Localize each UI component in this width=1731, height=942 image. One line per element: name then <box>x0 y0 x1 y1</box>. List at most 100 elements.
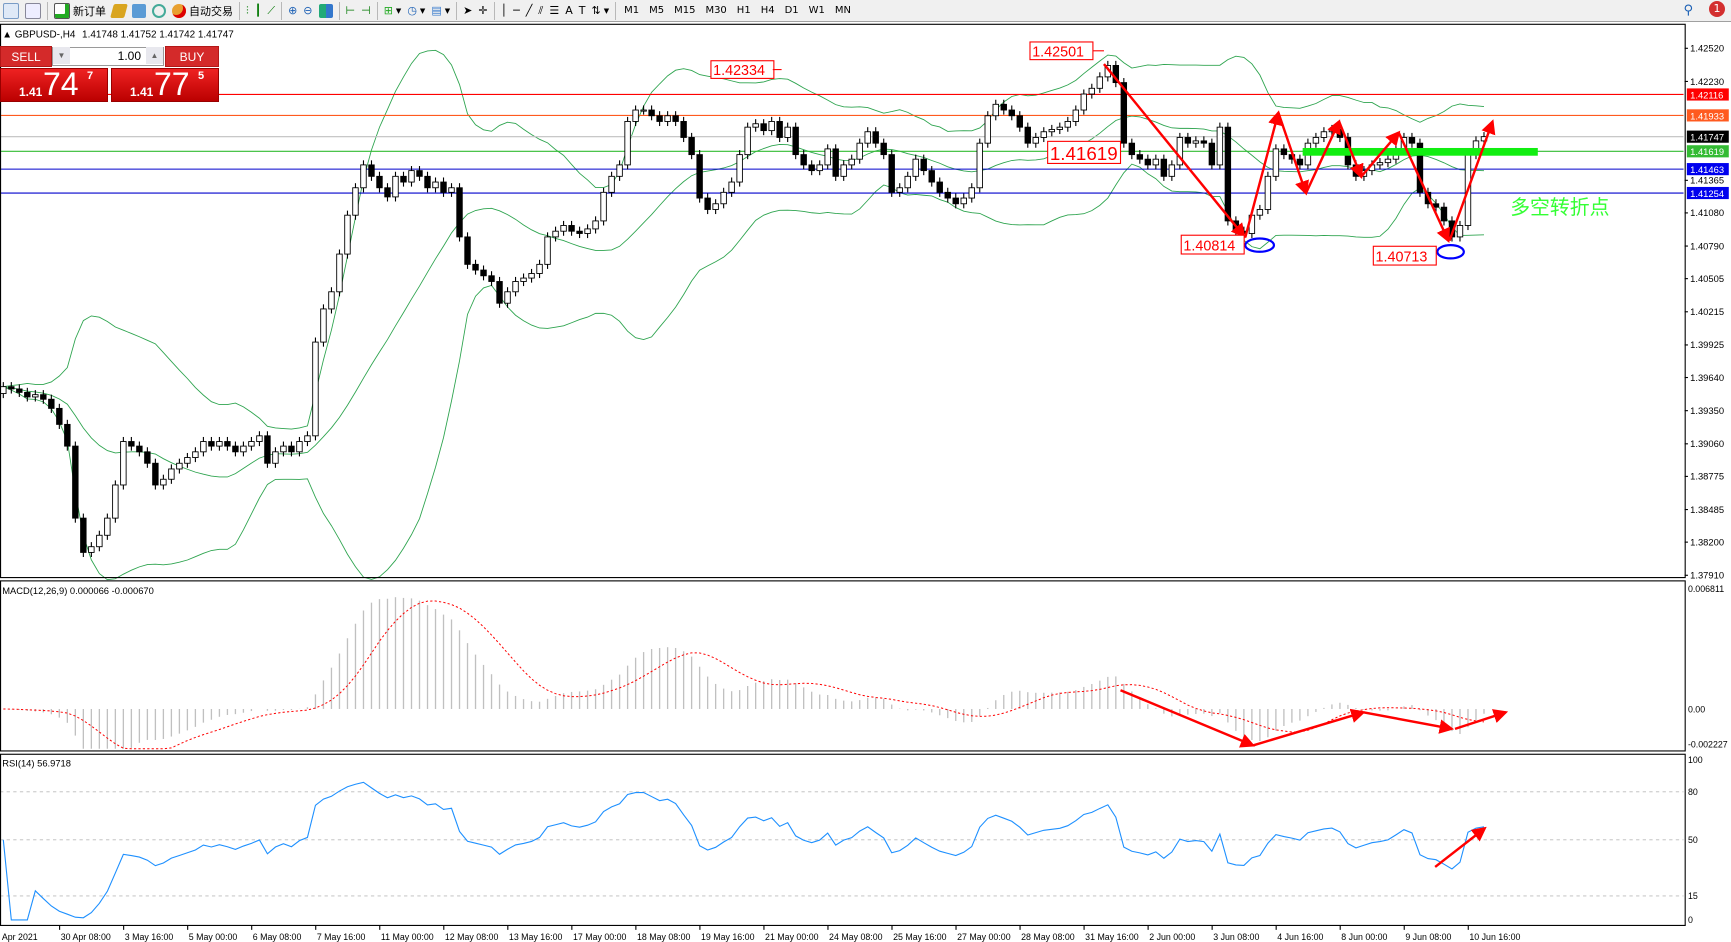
zoom-in-icon: ⊕ <box>288 4 298 17</box>
bear-candle-body <box>1016 115 1023 128</box>
bull-candle-body <box>248 441 255 447</box>
bull-candle-body <box>992 103 999 117</box>
zoom-in-button[interactable]: ⊕ <box>285 1 300 21</box>
lot-increase-icon[interactable]: ▲ <box>146 47 163 64</box>
horizontal-line-button[interactable]: ─ <box>510 1 523 21</box>
lot-decrease-icon[interactable]: ▼ <box>53 47 70 64</box>
trend-arrow <box>1304 119 1341 194</box>
candle <box>584 224 591 239</box>
fibonacci-button[interactable]: ☰ <box>546 1 562 21</box>
data-window-button[interactable] <box>22 1 44 21</box>
bull-candle-body <box>840 164 847 177</box>
time-label: 11 May 00:00 <box>381 932 434 942</box>
bull-candle-body <box>360 164 367 189</box>
timeframe-h4[interactable]: H4 <box>760 5 775 16</box>
indicators-button[interactable]: ⊞ ▼ <box>381 1 405 21</box>
annotations[interactable]: 1.42501 1.42334 1.41619 1.40814 1.40713 多空转折点 <box>710 41 1610 868</box>
text-label-button[interactable]: T <box>576 1 589 21</box>
rsi-tick-label: 80 <box>1688 787 1698 797</box>
bear-candle-body <box>1144 158 1152 166</box>
candle <box>8 382 15 394</box>
sell-button[interactable]: SELL <box>0 46 52 67</box>
trendline-button[interactable]: ╱ <box>523 1 536 21</box>
bull-candle-body <box>1256 209 1264 216</box>
zoom-out-button[interactable]: ⊖ <box>300 1 315 21</box>
crosshair-button[interactable]: ✛ <box>475 1 490 21</box>
chart-header: ▲ GBPUSD-,H4 1.41748 1.41752 1.41742 1.41… <box>2 30 234 41</box>
chart-shift-button[interactable]: ⊣ <box>358 1 374 21</box>
bear-candle-body <box>1280 148 1288 156</box>
timeframe-m1[interactable]: M1 <box>624 5 640 16</box>
macd-title: MACD(12,26,9) 0.000066 -0.000670 <box>2 586 154 596</box>
timeframe-d1[interactable]: D1 <box>784 5 799 16</box>
notification-badge[interactable]: 1 <box>1709 1 1725 17</box>
buy-button[interactable]: BUY <box>165 46 219 67</box>
trend-arrow <box>1337 121 1364 179</box>
vertical-line-button[interactable]: │ <box>498 1 511 21</box>
metaeditor-button[interactable] <box>109 1 129 21</box>
candle <box>704 193 711 215</box>
candle <box>16 384 23 397</box>
bear-candle-body <box>1296 158 1304 166</box>
candle <box>648 105 655 121</box>
candle <box>632 105 639 127</box>
bear-candle-body <box>472 263 479 271</box>
channel-button[interactable]: ⫽ <box>535 1 546 21</box>
time-label: 6 May 08:00 <box>253 932 302 942</box>
candle <box>768 116 775 136</box>
new-order-icon <box>54 2 70 19</box>
lot-size-input[interactable]: 1.00 <box>52 47 164 66</box>
navigator-button[interactable] <box>129 1 149 21</box>
candle <box>944 187 951 203</box>
cursor-button[interactable]: ➤ <box>460 1 475 21</box>
bear-candle-body <box>760 123 767 132</box>
candle <box>1016 111 1023 132</box>
bar-chart-button[interactable]: ⫶ <box>243 1 252 21</box>
candle <box>288 441 295 457</box>
bull-candle-body <box>168 468 175 480</box>
autoscroll-button[interactable]: ⊢ <box>343 1 359 21</box>
dropdown-icon: ▼ <box>444 6 451 15</box>
bull-candle-body <box>1312 137 1320 144</box>
templates-button[interactable]: ▤ ▼ <box>428 1 453 21</box>
candle <box>1200 136 1208 148</box>
signals-button[interactable] <box>149 1 169 21</box>
periods-button[interactable]: ◷ ▼ <box>404 1 428 21</box>
text-button[interactable]: A <box>562 1 576 21</box>
time-label: 3 May 16:00 <box>125 932 174 942</box>
candlestick-button[interactable]: ┃ <box>252 1 265 21</box>
candle <box>528 268 535 283</box>
line-chart-button[interactable]: ⟋ <box>264 1 278 21</box>
timeframe-m30[interactable]: M30 <box>705 5 727 16</box>
timeframe-m15[interactable]: M15 <box>674 5 696 16</box>
timeframe-w1[interactable]: W1 <box>808 5 825 16</box>
timeframe-mn[interactable]: MN <box>834 5 851 16</box>
bull-candle-body <box>968 187 975 199</box>
candle <box>216 436 223 451</box>
auto-trading-icon <box>172 3 186 18</box>
new-order-button[interactable]: 新订单 <box>51 1 109 21</box>
timeframe-h1[interactable]: H1 <box>736 5 751 16</box>
profiles-button[interactable] <box>0 1 22 21</box>
candle <box>1192 136 1200 148</box>
timeframe-m5[interactable]: M5 <box>649 5 665 16</box>
auto-trading-button[interactable]: 自动交易 <box>169 1 236 21</box>
time-label: 28 May 08:00 <box>1021 932 1075 942</box>
bear-candle-body <box>16 388 23 393</box>
turning-point-label: 多空转折点 <box>1510 196 1609 219</box>
text-icon: A <box>565 4 573 17</box>
candle <box>1040 127 1047 143</box>
price-tick-label: 1.38775 <box>1690 472 1724 482</box>
price-tick-label: 1.37910 <box>1690 571 1724 581</box>
buy-price[interactable]: 1.41 77 5 <box>111 66 219 102</box>
tile-windows-button[interactable] <box>316 1 336 21</box>
bull-candle-body <box>536 263 543 274</box>
sell-price[interactable]: 1.41 74 7 <box>0 66 108 102</box>
rsi-pane <box>0 781 1684 921</box>
candle <box>920 154 927 176</box>
arrows-button[interactable]: ⇅ ▼ <box>588 1 612 21</box>
search-icon[interactable]: ⚲ <box>1683 3 1693 18</box>
candle <box>880 138 887 160</box>
bull-candle-body <box>32 394 39 398</box>
